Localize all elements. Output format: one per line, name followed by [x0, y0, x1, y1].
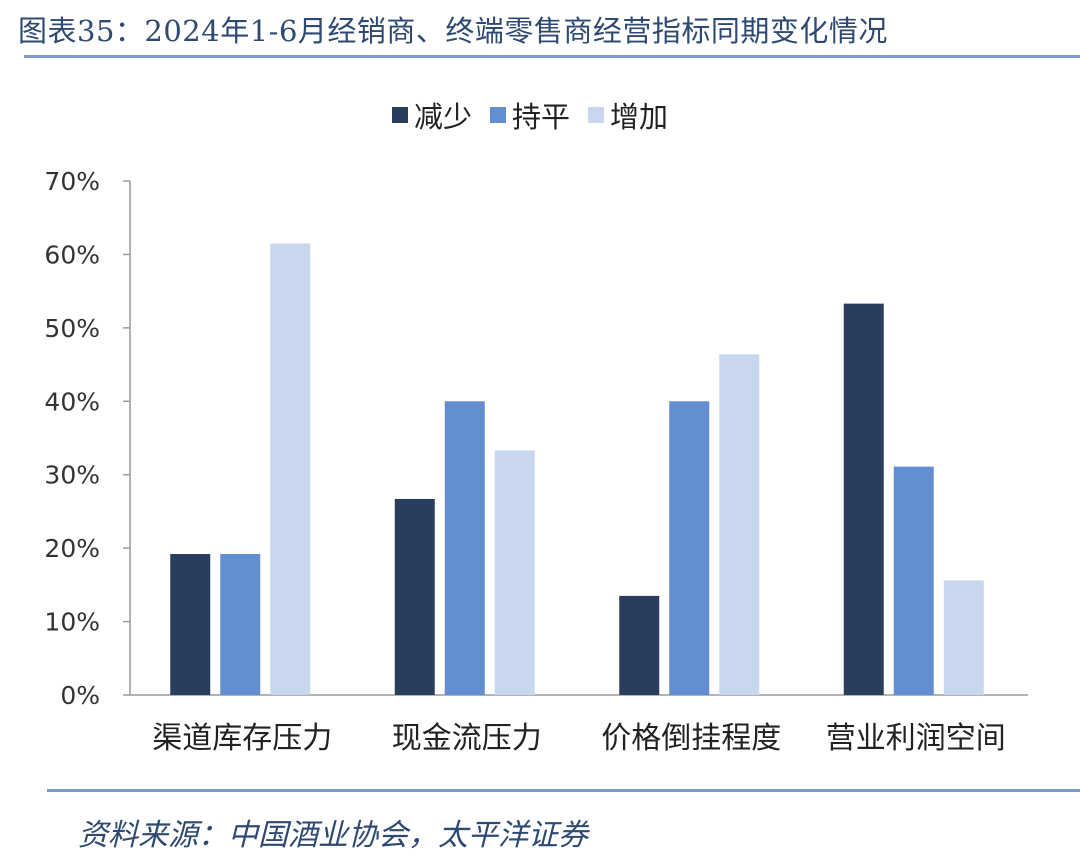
- legend-item-flat: 持平: [490, 94, 570, 136]
- legend-swatch-flat: [490, 107, 507, 123]
- bar: [943, 580, 984, 695]
- legend-label-flat: 持平: [512, 100, 571, 134]
- title-divider: [24, 55, 1080, 58]
- legend-swatch-increase: [588, 107, 605, 123]
- chart-title: 图表35：2024年1-6月经销商、终端零售商经营指标同期变化情况: [18, 14, 888, 48]
- bar: [893, 466, 934, 695]
- y-tick-label: 60%: [44, 240, 100, 269]
- x-category-label: 现金流压力: [392, 721, 542, 756]
- x-category-label: 价格倒挂程度: [601, 721, 781, 756]
- bar: [719, 354, 760, 695]
- bar: [669, 401, 710, 695]
- source-divider: [47, 789, 1080, 792]
- bar: [170, 554, 211, 695]
- legend-swatch-decrease: [392, 107, 408, 123]
- source-note: 资料来源：中国酒业协会，太平洋证券: [78, 818, 588, 853]
- x-category-label: 营业利润空间: [826, 721, 1006, 756]
- x-category-label: 渠道库存压力: [152, 721, 332, 756]
- bar: [843, 303, 884, 695]
- bar: [270, 243, 311, 695]
- y-tick-label: 20%: [44, 534, 100, 563]
- y-tick-label: 50%: [44, 314, 100, 343]
- bar: [444, 401, 485, 695]
- y-tick-label: 30%: [44, 461, 100, 490]
- bar: [220, 554, 261, 695]
- y-tick-label: 10%: [44, 608, 100, 637]
- bar: [394, 498, 435, 695]
- legend-label-decrease: 减少: [414, 100, 473, 134]
- bar: [619, 595, 660, 695]
- y-tick-label: 0%: [60, 681, 100, 710]
- legend-item-decrease: 减少: [392, 94, 472, 136]
- y-tick-label: 40%: [44, 387, 100, 416]
- bar: [494, 450, 535, 695]
- legend-item-increase: 增加: [588, 94, 668, 136]
- legend-label-increase: 增加: [610, 100, 669, 134]
- legend: 减少 持平 增加: [392, 94, 668, 136]
- y-tick-label: 70%: [44, 167, 100, 196]
